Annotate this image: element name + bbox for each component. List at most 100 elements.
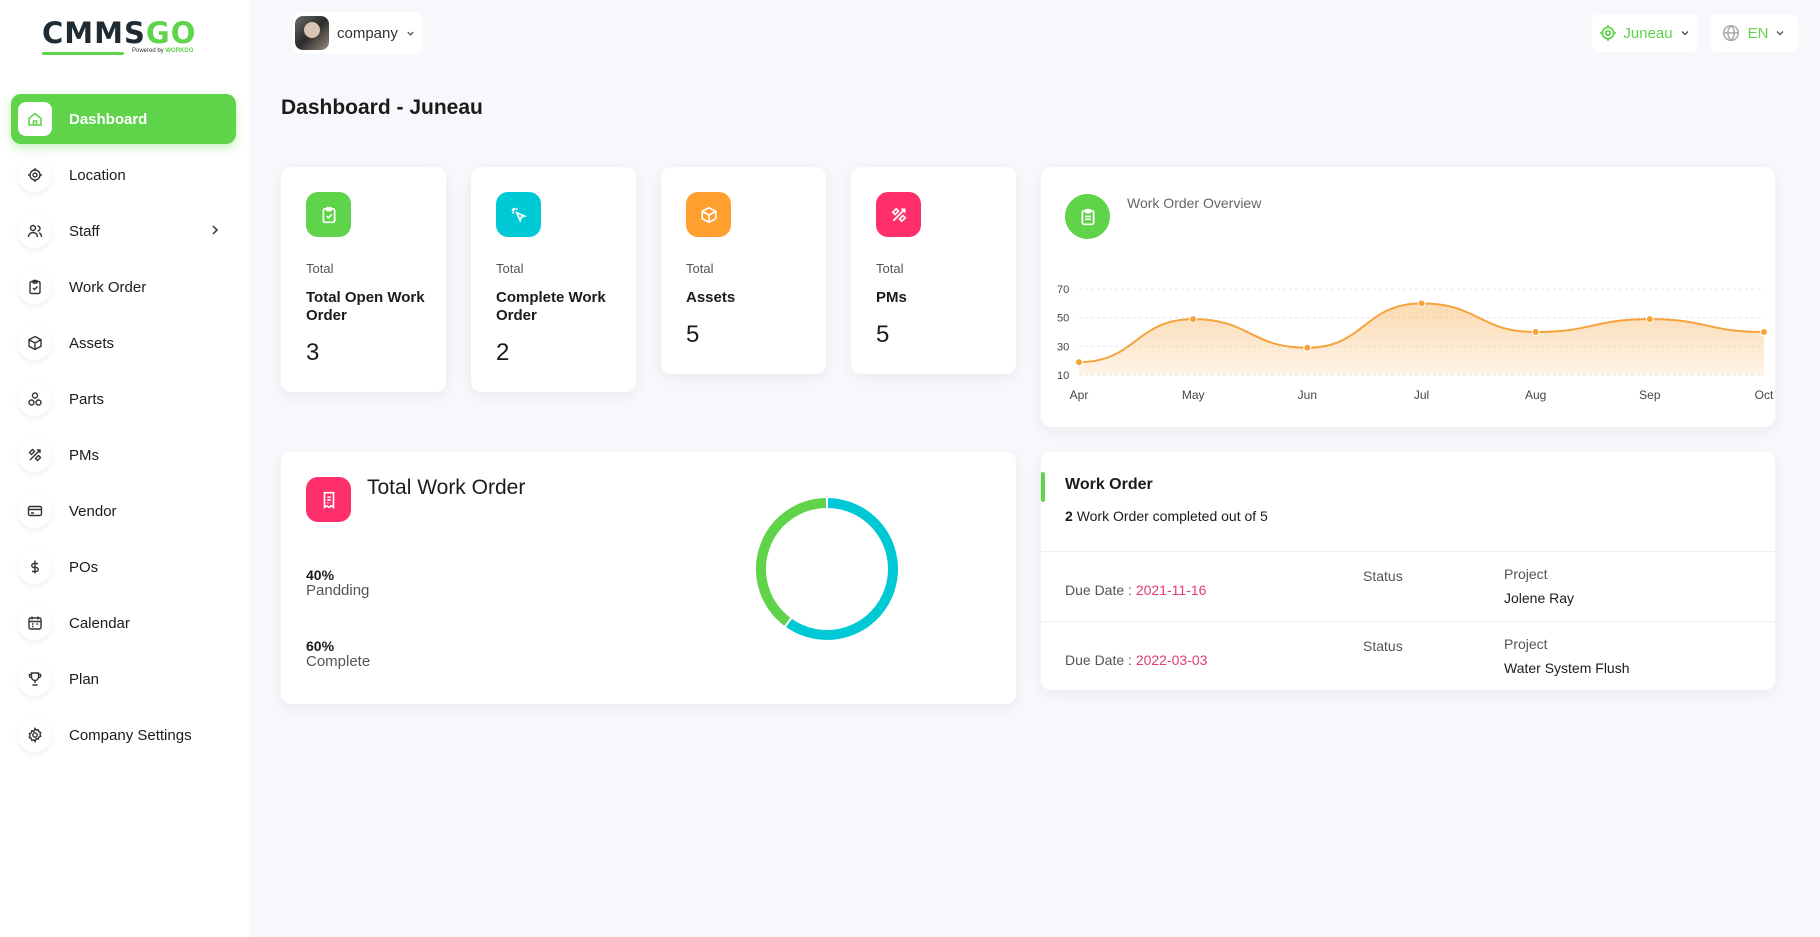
project-value: Water System Flush — [1504, 660, 1630, 676]
accent-bar — [1041, 472, 1045, 502]
sidebar-item-label: Parts — [69, 390, 105, 408]
page-title: Dashboard - Juneau — [281, 96, 483, 119]
data-point[interactable] — [1531, 328, 1540, 336]
x-tick-label: May — [1182, 388, 1205, 402]
sidebar: CMMSGO Powered by WORKDO Dashboard Locat… — [0, 0, 250, 937]
stat-value: 5 — [686, 321, 700, 348]
status-label: Status — [1363, 638, 1403, 654]
total-work-order-card: Total Work Order 40% Pandding 60% Comple… — [281, 452, 1016, 704]
work-order-overview-card: Work Order Overview 10 30 50 70 Apr May Jun Jul… — [1041, 167, 1775, 427]
sidebar-item-pos[interactable]: POs — [11, 542, 236, 592]
sidebar-item-label: Vendor — [69, 502, 117, 520]
data-point[interactable] — [1303, 343, 1312, 352]
chevron-right-icon — [212, 225, 219, 235]
app-logo[interactable]: CMMSGO Powered by WORKDO — [42, 18, 212, 58]
area-chart: 10 30 50 70 Apr May Jun Jul Aug Sep Oct — [1057, 284, 1774, 402]
gear-icon — [18, 718, 52, 752]
language-switcher[interactable]: EN — [1710, 14, 1798, 52]
project-label: Project — [1504, 636, 1548, 652]
avatar — [295, 16, 329, 50]
sidebar-item-pms[interactable]: PMs — [11, 430, 236, 480]
donut-chart — [754, 495, 900, 642]
location-target-icon — [1600, 25, 1617, 41]
sidebar-item-work-order[interactable]: Work Order — [11, 262, 236, 312]
stat-card-assets[interactable]: Total Assets 5 — [661, 167, 826, 374]
x-tick-label: Oct — [1755, 388, 1774, 402]
sidebar-item-company-settings[interactable]: Company Settings — [11, 710, 236, 760]
y-tick-label: 30 — [1057, 341, 1069, 353]
company-label: company — [337, 24, 398, 42]
y-tick-label: 70 — [1057, 284, 1069, 296]
donut-slice[interactable] — [754, 495, 828, 629]
tools-icon — [876, 192, 921, 237]
stat-card-complete-work-order[interactable]: Total Complete Work Order 2 — [471, 167, 636, 392]
sidebar-item-label: Dashboard — [69, 110, 148, 128]
sidebar-item-label: PMs — [69, 446, 99, 464]
stat-total-label: Total — [876, 261, 904, 276]
status-label: Status — [1363, 568, 1403, 584]
stat-label: Assets — [686, 289, 736, 306]
complete-label: Complete — [306, 653, 371, 670]
chart-title: Work Order Overview — [1127, 195, 1262, 211]
sidebar-item-label: Staff — [69, 222, 100, 240]
data-point[interactable] — [1417, 299, 1426, 308]
tools-icon — [18, 438, 52, 472]
sidebar-item-label: Calendar — [69, 614, 130, 632]
data-point[interactable] — [1645, 315, 1654, 324]
due-date: Due Date : 2022-03-03 — [1065, 652, 1208, 668]
stat-card-pms[interactable]: Total PMs 5 — [851, 167, 1016, 374]
sidebar-item-label: Work Order — [69, 278, 147, 296]
company-switcher[interactable]: company — [293, 12, 423, 54]
location-label: Juneau — [1623, 24, 1673, 42]
dollar-icon — [18, 550, 52, 584]
calendar-icon — [18, 606, 52, 640]
logo-powered-by: Powered by WORKDO — [132, 48, 194, 54]
stat-label: PMs — [876, 289, 907, 306]
x-tick-label: Sep — [1639, 388, 1661, 402]
sidebar-item-assets[interactable]: Assets — [11, 318, 236, 368]
stat-total-label: Total — [496, 261, 524, 276]
box-icon — [18, 326, 52, 360]
data-point[interactable] — [1075, 358, 1083, 367]
sidebar-item-vendor[interactable]: Vendor — [11, 486, 236, 536]
chevron-down-icon — [1776, 31, 1784, 36]
data-point[interactable] — [1189, 315, 1198, 324]
donut-slice[interactable] — [783, 495, 900, 642]
sidebar-item-parts[interactable]: Parts — [11, 374, 236, 424]
project-value: Jolene Ray — [1504, 590, 1575, 606]
stat-label: Total Open Work Order — [306, 289, 425, 324]
stat-total-label: Total — [686, 261, 714, 276]
sidebar-item-calendar[interactable]: Calendar — [11, 598, 236, 648]
sidebar-item-location[interactable]: Location — [11, 150, 236, 200]
parts-icon — [18, 382, 52, 416]
sidebar-nav: Dashboard Location Staff Work Order A — [11, 94, 236, 766]
stat-value: 3 — [306, 339, 320, 366]
stat-label: Complete Work Order — [496, 289, 606, 324]
chevron-down-icon — [407, 31, 414, 36]
sidebar-item-dashboard[interactable]: Dashboard — [11, 94, 236, 144]
trophy-icon — [18, 662, 52, 696]
x-tick-label: Jun — [1298, 388, 1317, 402]
work-order-list-card: Work Order 2 Work Order completed out of… — [1041, 452, 1775, 690]
sidebar-item-plan[interactable]: Plan — [11, 654, 236, 704]
data-point[interactable] — [1760, 328, 1768, 336]
sidebar-item-staff[interactable]: Staff — [11, 206, 236, 256]
receipt-icon — [306, 477, 351, 522]
area-fill — [1079, 303, 1764, 375]
stat-card-open-work-order[interactable]: Total Total Open Work Order 3 — [281, 167, 446, 392]
sidebar-item-label: POs — [69, 558, 99, 576]
x-tick-label: Jul — [1414, 388, 1429, 402]
table-row[interactable]: Due Date : 2022-03-03 Status Project Wat… — [1041, 621, 1775, 691]
stat-value: 5 — [876, 321, 890, 348]
table-row[interactable]: Due Date : 2021-11-16 Status Project Jol… — [1041, 551, 1775, 621]
card-title: Total Work Order — [367, 476, 526, 499]
clipboard-check-icon — [306, 192, 351, 237]
globe-icon — [1722, 24, 1739, 42]
y-tick-label: 50 — [1057, 313, 1069, 325]
work-order-summary: 2 Work Order completed out of 5 — [1065, 508, 1268, 524]
card-icon — [18, 494, 52, 528]
stat-value: 2 — [496, 339, 510, 366]
location-switcher[interactable]: Juneau — [1592, 14, 1698, 52]
box-icon — [686, 192, 731, 237]
logo-underline — [42, 52, 124, 55]
